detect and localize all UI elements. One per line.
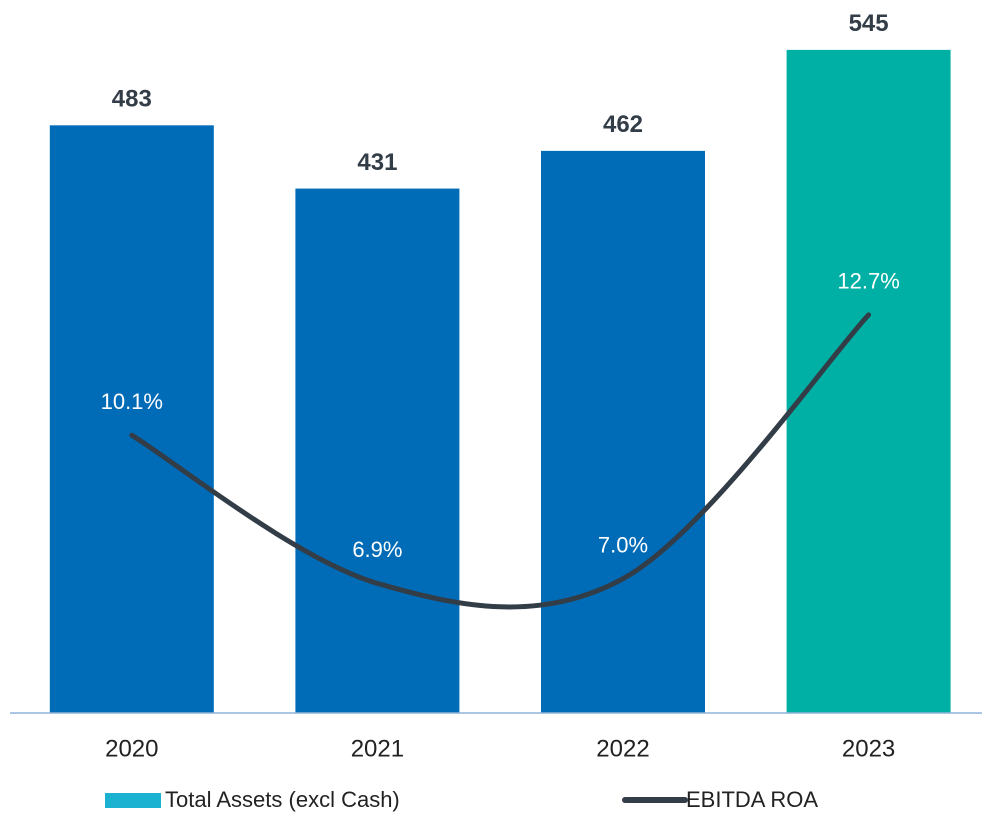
legend-label: EBITDA ROA	[686, 787, 818, 812]
line-value-label: 6.9%	[352, 537, 402, 562]
line-value-label: 7.0%	[598, 533, 648, 558]
bar-value-label: 462	[603, 111, 643, 138]
line	[129, 312, 872, 610]
bar-value-label: 483	[112, 86, 152, 113]
x-tick-label: 2022	[596, 735, 649, 762]
bar	[49, 125, 214, 714]
legend-swatch	[105, 793, 161, 808]
line-value-label: 10.1%	[101, 389, 163, 414]
line-value-label: 12.7%	[837, 269, 899, 294]
bar-value-label: 431	[357, 149, 397, 176]
x-tick-label: 2023	[842, 735, 895, 762]
bar-value-label: 545	[849, 10, 889, 37]
bar	[541, 150, 705, 713]
x-tick-label: 2021	[351, 735, 404, 762]
bar	[295, 188, 460, 713]
legend-label: Total Assets (excl Cash)	[165, 787, 400, 812]
x-tick-label: 2020	[105, 735, 158, 762]
